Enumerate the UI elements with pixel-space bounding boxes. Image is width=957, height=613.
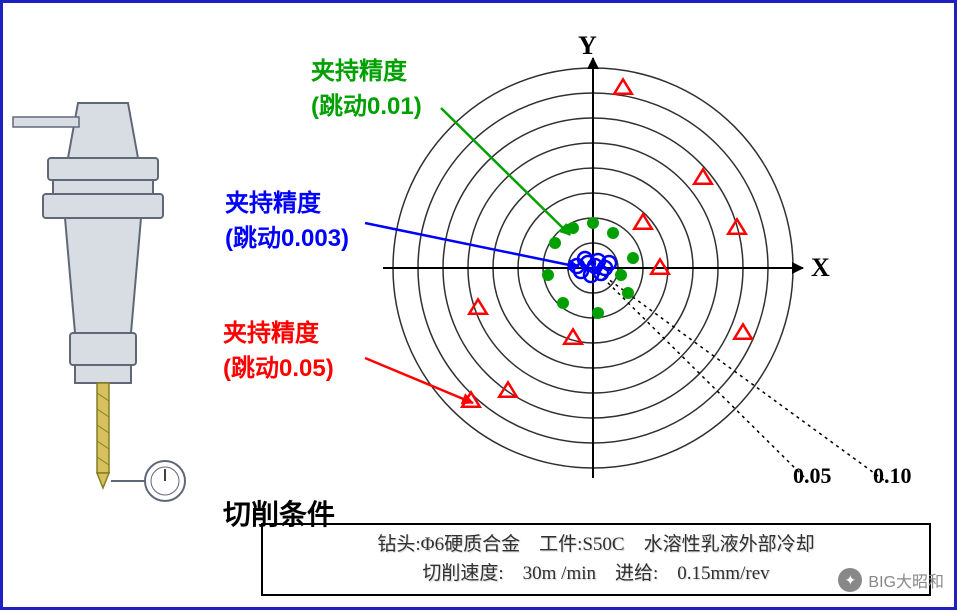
- axis-label-x: X: [811, 253, 830, 283]
- label-green: 夹持精度 (跳动0.01): [311, 51, 422, 121]
- label-green-line2: (跳动0.01): [311, 86, 422, 121]
- axis-label-y: Y: [578, 31, 597, 61]
- scale-label-2: 0.10: [873, 463, 912, 489]
- label-red-line1: 夹持精度: [223, 313, 334, 348]
- conditions-line2: 切削速度: 30m /min 进给: 0.15mm/rev: [277, 560, 915, 589]
- wechat-icon: ✦: [838, 568, 862, 592]
- tool-holder-illustration: [13, 103, 185, 501]
- label-blue-line1: 夹持精度: [225, 183, 349, 218]
- conditions-box: 钻头:Φ6硬质合金 工件:S50C 水溶性乳液外部冷却 切削速度: 30m /m…: [261, 523, 931, 596]
- label-green-line1: 夹持精度: [311, 51, 422, 86]
- label-blue: 夹持精度 (跳动0.003): [225, 183, 349, 253]
- label-blue-line2: (跳动0.003): [225, 218, 349, 253]
- scale-label-1: 0.05: [793, 463, 832, 489]
- watermark-text: BIG大昭和: [868, 568, 944, 592]
- label-red-line2: (跳动0.05): [223, 348, 334, 383]
- conditions-line1: 钻头:Φ6硬质合金 工件:S50C 水溶性乳液外部冷却: [277, 531, 915, 560]
- label-red: 夹持精度 (跳动0.05): [223, 313, 334, 383]
- diagram-root: 夹持精度 (跳动0.01) 夹持精度 (跳动0.003) 夹持精度 (跳动0.0…: [3, 3, 954, 607]
- diagram-svg: [3, 3, 957, 613]
- watermark: ✦ BIG大昭和: [838, 568, 944, 592]
